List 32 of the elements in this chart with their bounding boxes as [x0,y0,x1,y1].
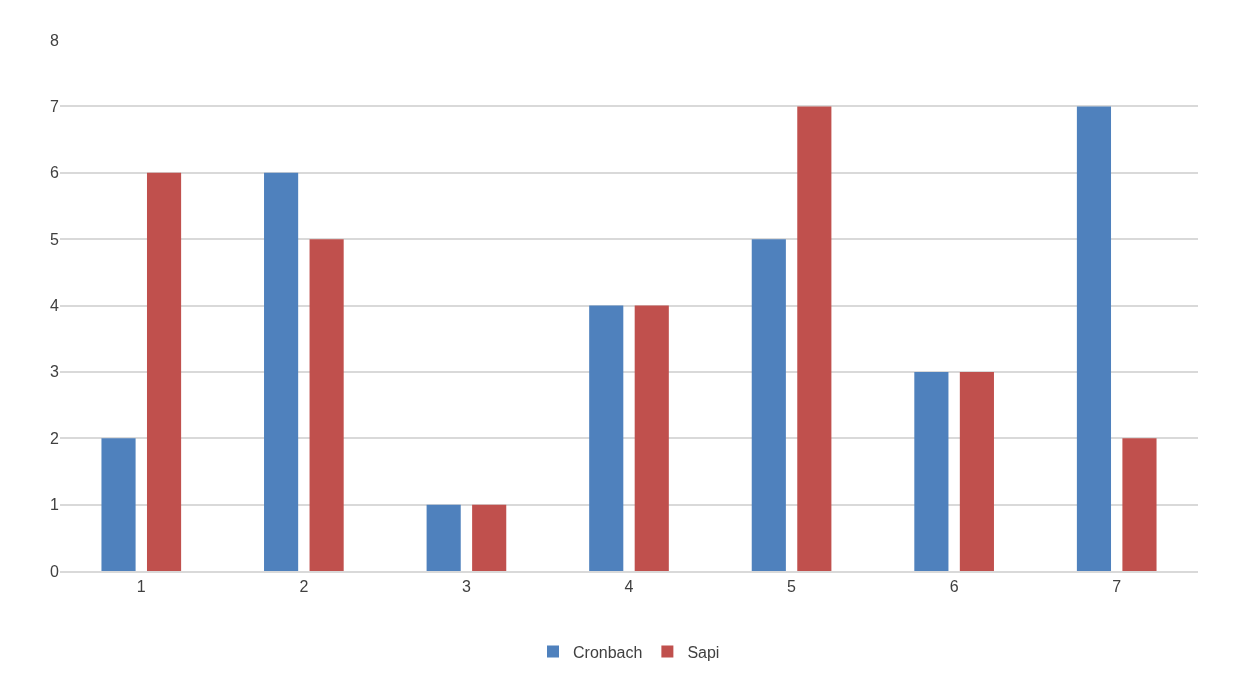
bar [309,239,344,571]
x-tick-label: 6 [949,577,959,595]
x-tick-label: 7 [1112,577,1122,595]
y-tick-label: 2 [50,429,60,447]
y-tick-label: 3 [50,363,60,381]
bar [797,106,832,571]
y-tick-label: 5 [50,230,60,248]
bar [146,172,182,571]
y-tick-label: 6 [50,164,60,182]
x-tick-label: 5 [787,577,797,595]
x-tick-label: 3 [461,577,471,595]
legend-label: Cronbach [573,643,643,661]
bar [959,371,994,571]
bar [914,371,949,571]
bar [264,172,299,571]
bar [1122,438,1157,571]
bar [1076,106,1112,571]
x-tick-label: 1 [136,577,146,595]
legend-label: Sapi [687,643,720,661]
y-tick-label: 7 [50,97,60,115]
bar [101,438,136,571]
bar [472,504,507,571]
y-tick-label: 8 [50,31,60,49]
bar [634,305,669,571]
y-tick-label: 0 [50,562,60,580]
bar [751,239,786,571]
bar [589,305,624,571]
x-tick-label: 2 [299,577,309,595]
x-tick-label: 4 [624,577,634,595]
y-tick-label: 1 [50,496,60,514]
bar [426,504,461,571]
y-tick-label: 4 [50,297,60,315]
